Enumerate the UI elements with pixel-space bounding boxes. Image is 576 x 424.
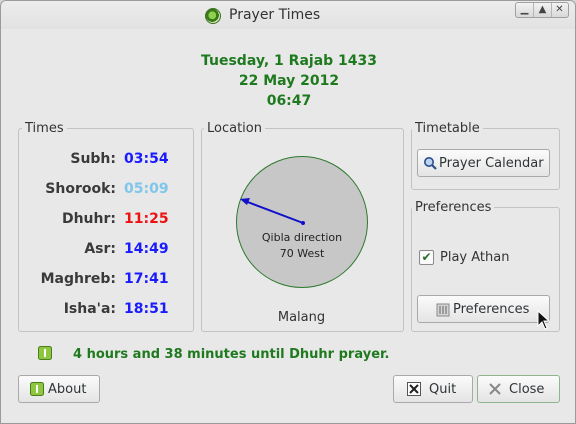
- preferences-button[interactable]: Preferences: [417, 295, 550, 323]
- hijri-date: Tuesday, 1 Rajab 1433: [200, 53, 378, 69]
- preferences-frame-label: Preferences: [412, 200, 495, 215]
- prayer-name: Dhuhr:: [61, 211, 116, 227]
- prayer-name: Asr:: [84, 241, 116, 257]
- magnifier-icon: [424, 157, 437, 170]
- quit-icon: [407, 382, 421, 396]
- prayer-name: Shorook:: [45, 181, 116, 197]
- timetable-frame: [411, 128, 560, 190]
- prayer-calendar-label: Prayer Calendar: [439, 156, 544, 171]
- current-time: 06:47: [266, 93, 312, 109]
- about-button[interactable]: About: [18, 375, 100, 403]
- prayer-time: 05:09: [124, 181, 169, 197]
- location-frame-label: Location: [204, 121, 265, 136]
- prayer-name: Subh:: [70, 151, 116, 167]
- preferences-button-label: Preferences: [453, 302, 530, 317]
- app-icon: [205, 8, 221, 24]
- title-bar[interactable]: Prayer Times ▁ ▲ ✕: [1, 1, 575, 29]
- prayer-name: Isha'a:: [63, 301, 116, 317]
- qibla-direction-value: 70 West: [279, 247, 325, 260]
- close-x-icon: [489, 383, 501, 395]
- qibla-compass: Qibla direction 70 West: [236, 156, 368, 288]
- play-athan-checkbox[interactable]: ✔: [419, 250, 434, 265]
- prayer-time: 14:49: [124, 241, 169, 257]
- window-controls: ▁ ▲ ✕: [515, 2, 569, 18]
- quit-button[interactable]: Quit: [393, 375, 473, 403]
- quit-label: Quit: [429, 382, 457, 397]
- info-icon: [38, 346, 52, 360]
- about-label: About: [48, 382, 87, 397]
- prayer-name: Maghreb:: [40, 271, 116, 287]
- window-title: Prayer Times: [229, 7, 321, 23]
- location-frame: [201, 128, 404, 332]
- status-message: 4 hours and 38 minutes until Dhuhr praye…: [73, 347, 390, 362]
- minimize-icon[interactable]: ▁: [520, 4, 529, 15]
- prayer-time: 18:51: [124, 301, 169, 317]
- mouse-cursor-icon: [537, 310, 551, 330]
- close-icon[interactable]: ✕: [555, 4, 564, 15]
- qibla-needle: [240, 198, 305, 225]
- times-frame: [18, 128, 194, 332]
- prayer-time: 11:25: [124, 211, 169, 227]
- qibla-direction-label: Qibla direction: [261, 231, 343, 244]
- times-frame-label: Times: [22, 121, 67, 136]
- close-button[interactable]: Close: [477, 375, 560, 403]
- close-label: Close: [509, 382, 545, 397]
- prayer-time: 17:41: [124, 271, 169, 287]
- preferences-icon: [436, 303, 450, 317]
- maximize-icon[interactable]: ▲: [533, 3, 552, 17]
- prayer-time: 03:54: [124, 151, 169, 167]
- play-athan-label[interactable]: Play Athan: [440, 250, 510, 265]
- timetable-frame-label: Timetable: [412, 121, 483, 136]
- location-city: Malang: [277, 310, 326, 325]
- about-icon: [30, 382, 44, 396]
- gregorian-date: 22 May 2012: [238, 73, 340, 89]
- prayer-calendar-button[interactable]: Prayer Calendar: [417, 149, 550, 177]
